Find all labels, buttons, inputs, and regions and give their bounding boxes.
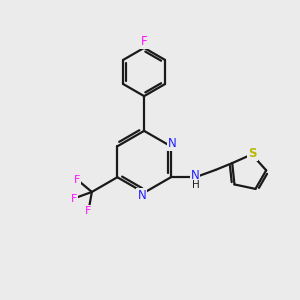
- Text: F: F: [71, 194, 77, 203]
- Text: S: S: [248, 147, 257, 160]
- Text: N: N: [137, 189, 146, 202]
- Text: N: N: [191, 169, 200, 182]
- Text: F: F: [74, 175, 80, 185]
- Text: N: N: [168, 137, 177, 151]
- Text: F: F: [141, 35, 147, 48]
- Text: F: F: [85, 206, 92, 216]
- Text: H: H: [192, 180, 200, 190]
